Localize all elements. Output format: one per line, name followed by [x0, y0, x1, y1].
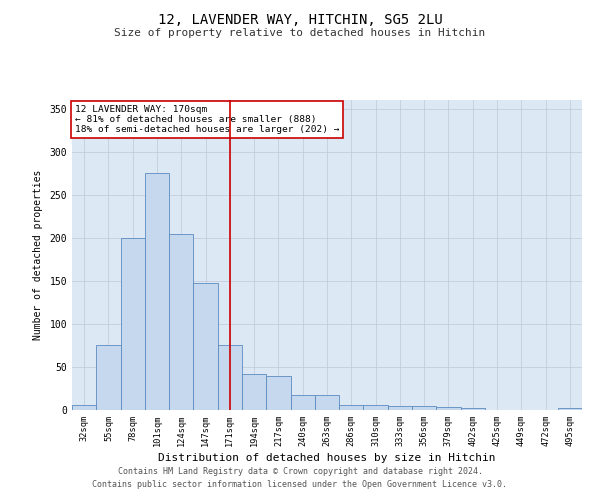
Bar: [364, 405, 388, 410]
Bar: [266, 376, 290, 410]
Bar: [461, 408, 485, 410]
Bar: [315, 394, 339, 410]
Bar: [169, 234, 193, 410]
Bar: [193, 284, 218, 410]
Text: 12, LAVENDER WAY, HITCHIN, SG5 2LU: 12, LAVENDER WAY, HITCHIN, SG5 2LU: [158, 12, 442, 26]
Bar: [436, 408, 461, 410]
Bar: [145, 173, 169, 410]
Bar: [339, 405, 364, 410]
X-axis label: Distribution of detached houses by size in Hitchin: Distribution of detached houses by size …: [158, 454, 496, 464]
Y-axis label: Number of detached properties: Number of detached properties: [32, 170, 43, 340]
Text: Contains HM Land Registry data © Crown copyright and database right 2024.: Contains HM Land Registry data © Crown c…: [118, 467, 482, 476]
Bar: [242, 374, 266, 410]
Bar: [290, 394, 315, 410]
Text: 12 LAVENDER WAY: 170sqm
← 81% of detached houses are smaller (888)
18% of semi-d: 12 LAVENDER WAY: 170sqm ← 81% of detache…: [74, 104, 339, 134]
Bar: [72, 405, 96, 410]
Bar: [121, 238, 145, 410]
Bar: [96, 346, 121, 410]
Bar: [218, 346, 242, 410]
Text: Size of property relative to detached houses in Hitchin: Size of property relative to detached ho…: [115, 28, 485, 38]
Bar: [412, 406, 436, 410]
Bar: [558, 408, 582, 410]
Bar: [388, 406, 412, 410]
Text: Contains public sector information licensed under the Open Government Licence v3: Contains public sector information licen…: [92, 480, 508, 489]
